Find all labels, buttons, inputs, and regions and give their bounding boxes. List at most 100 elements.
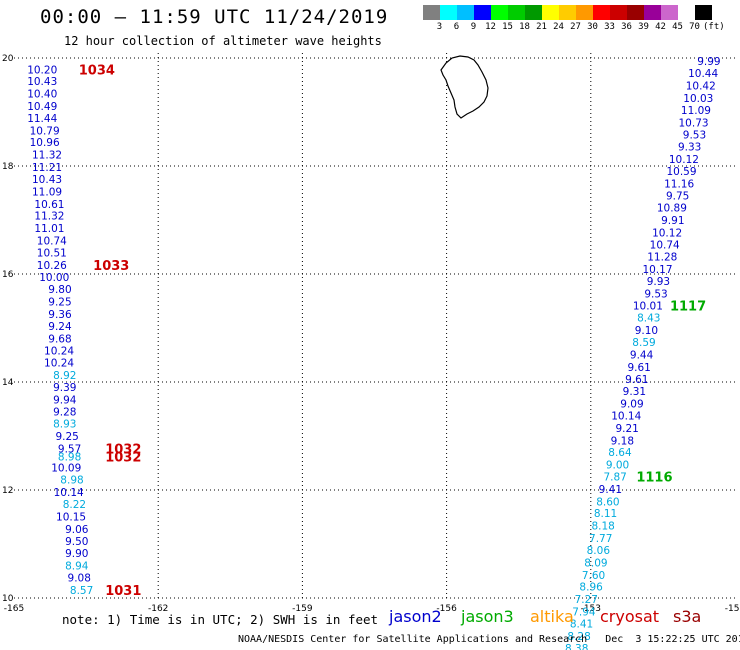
pass-number-label: 1116 [636, 471, 672, 486]
wave-height-reading: 9.31 [623, 386, 646, 398]
wave-height-reading: 10.14 [54, 487, 84, 499]
wave-height-reading: 9.61 [625, 374, 648, 386]
wave-height-reading: 9.90 [65, 548, 88, 560]
y-tick-label: 16 [2, 270, 14, 280]
wave-height-reading: 9.91 [661, 215, 684, 227]
color-scale-label: 21 [536, 22, 547, 32]
wave-height-reading: 9.50 [65, 536, 88, 548]
footer-credit: NOAA/NESDIS Center for Satellite Applica… [238, 634, 740, 645]
color-swatch [678, 5, 695, 20]
wave-height-reading: 10.89 [657, 203, 687, 215]
wave-height-reading: 10.24 [44, 346, 74, 358]
wave-height-reading: 9.80 [48, 284, 71, 296]
wave-height-reading: 10.17 [642, 264, 672, 276]
y-tick-label: 12 [2, 486, 13, 496]
wave-height-reading: 8.06 [587, 545, 611, 557]
wave-height-reading: 8.18 [591, 521, 614, 533]
legend-note: note: 1) Time is in UTC; 2) SWH is in fe… [62, 612, 379, 627]
wave-height-reading: 10.59 [666, 166, 696, 178]
color-scale-label: 12 [485, 22, 496, 32]
wave-height-reading: 10.12 [652, 227, 682, 239]
x-tick-label: -165 [4, 604, 24, 614]
color-swatch [576, 5, 593, 20]
wave-height-reading: 8.96 [579, 582, 603, 594]
legend-altika: altika [530, 607, 574, 626]
hawaii-island-outline [440, 55, 489, 119]
wave-height-reading: 8.57 [70, 585, 93, 597]
y-tick-label: 18 [2, 162, 14, 172]
color-swatch [491, 5, 508, 20]
wave-height-reading: 11.32 [34, 211, 64, 223]
wave-height-reading: 11.28 [647, 252, 677, 264]
color-swatch [440, 5, 457, 20]
wave-height-reading: 8.43 [637, 313, 660, 325]
pass-number-label: 1032 [105, 451, 141, 466]
wave-height-reading: 8.60 [596, 496, 619, 508]
wave-height-reading: 10.42 [686, 81, 716, 93]
wave-height-reading: 11.21 [32, 162, 62, 174]
color-swatch [457, 5, 474, 20]
wave-height-reading: 9.53 [683, 130, 706, 142]
wave-height-reading: 10.44 [688, 68, 718, 80]
wave-height-reading: 10.20 [27, 64, 57, 76]
wave-height-reading: 11.32 [32, 150, 62, 162]
wave-height-readings: 10.2010.4310.4010.4911.4410.7910.9611.32… [27, 56, 720, 650]
color-swatch [474, 5, 491, 20]
x-tick-label: -153 [581, 604, 601, 614]
color-swatch [423, 5, 440, 20]
color-scale-label: 39 [638, 22, 649, 32]
wave-height-reading: 8.92 [53, 370, 76, 382]
legend-jason3: jason3 [461, 607, 514, 626]
pass-number-label: 1033 [93, 259, 129, 274]
wave-height-reading: 7.27 [575, 594, 598, 606]
wave-height-reading: 7.87 [603, 472, 626, 484]
color-scale-label: 30 [587, 22, 598, 32]
wave-height-reading: 10.24 [44, 358, 74, 370]
wave-height-reading: 10.61 [34, 199, 64, 211]
wave-height-reading: 10.74 [650, 239, 680, 251]
wave-height-reading: 10.49 [27, 101, 57, 113]
wave-height-reading: 10.12 [669, 154, 699, 166]
wave-height-reading: 9.25 [55, 431, 78, 443]
wave-height-reading: 8.98 [58, 452, 81, 464]
page-subtitle: 12 hour collection of altimeter wave hei… [64, 34, 382, 48]
page-title: 00:00 – 11:59 UTC 11/24/2019 [40, 6, 389, 28]
wave-height-reading: 10.43 [32, 174, 62, 186]
pass-number-label: 1034 [79, 63, 115, 78]
color-swatch [525, 5, 542, 20]
wave-height-reading: 9.39 [53, 382, 76, 394]
wave-height-reading: 9.10 [635, 325, 658, 337]
wave-height-reading: 9.93 [647, 276, 670, 288]
wave-height-reading: 9.00 [606, 460, 629, 472]
wave-height-reading: 7.60 [582, 570, 605, 582]
wave-height-reading: 11.09 [32, 186, 62, 198]
wave-height-reading: 11.01 [34, 223, 64, 235]
color-scale-bar [423, 5, 712, 21]
wave-height-reading: 10.40 [27, 89, 57, 101]
color-scale-label: 45 [672, 22, 683, 32]
wave-height-reading: 7.94 [572, 607, 596, 619]
wave-height-reading: 9.09 [620, 399, 643, 411]
wave-height-reading: 8.41 [570, 618, 593, 630]
wave-height-reading: 9.57 [58, 443, 81, 455]
color-swatch [661, 5, 678, 20]
color-swatch [627, 5, 644, 20]
wave-height-reading: 9.28 [53, 407, 76, 419]
wave-height-reading: 10.79 [30, 125, 60, 137]
color-swatch [610, 5, 627, 20]
wave-height-reading: 11.16 [664, 178, 694, 190]
legend-s3a: s3a [673, 607, 702, 626]
wave-height-reading: 9.41 [599, 484, 622, 496]
color-scale-label: 33 [604, 22, 615, 32]
wave-height-reading: 8.11 [594, 508, 617, 520]
y-tick-label: 10 [2, 594, 14, 604]
legend-cryosat: cryosat [600, 607, 660, 626]
wave-height-reading: 10.51 [37, 247, 67, 259]
wave-height-reading: 11.44 [27, 113, 57, 125]
wave-height-reading: 8.98 [60, 475, 83, 487]
pass-number-label: 1031 [105, 584, 141, 599]
y-tick-label: 20 [2, 54, 14, 64]
wave-height-reading: 9.94 [53, 394, 77, 406]
color-scale-label: 27 [570, 22, 581, 32]
